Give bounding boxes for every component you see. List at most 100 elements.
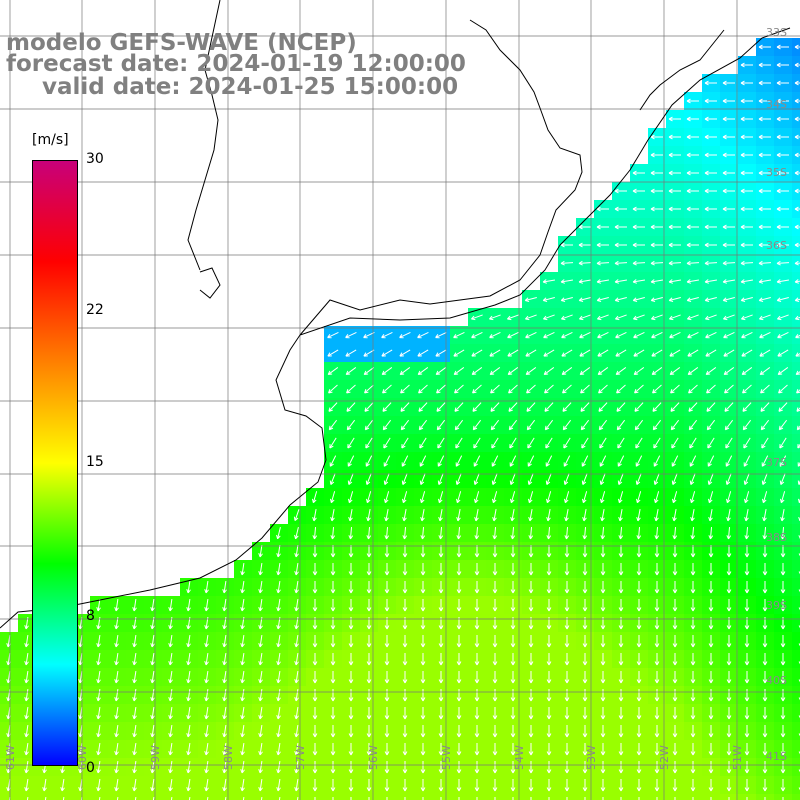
- lat-label: 39S: [766, 599, 787, 612]
- wind-arrow: [420, 761, 426, 774]
- wind-arrow: [474, 725, 480, 738]
- wind-arrow: [743, 437, 751, 449]
- wind-arrow: [384, 689, 390, 702]
- wind-arrow: [633, 331, 645, 339]
- wind-arrow: [690, 671, 696, 684]
- wind-arrow: [761, 491, 768, 504]
- title-forecast-date: forecast date: 2024-01-19 12:00:00: [6, 51, 466, 77]
- wind-arrow: [366, 526, 372, 540]
- wind-arrow: [402, 761, 408, 774]
- wind-arrow: [348, 671, 354, 684]
- wind-arrow: [420, 635, 426, 648]
- wind-arrow: [671, 437, 679, 449]
- wind-arrow: [686, 98, 699, 104]
- wind-arrow: [632, 188, 645, 194]
- wind-speed-cell: [234, 794, 253, 800]
- wind-arrow: [544, 402, 554, 412]
- wind-arrow: [596, 296, 609, 302]
- wind-arrow: [24, 688, 29, 702]
- wind-arrow: [524, 296, 537, 302]
- wind-speed-cell: [792, 452, 800, 471]
- wind-arrow: [330, 671, 336, 684]
- wind-speed-cell: [792, 758, 800, 777]
- wind-arrow: [798, 643, 800, 647]
- wind-arrow: [706, 419, 716, 431]
- wind-arrow: [690, 779, 696, 792]
- wind-arrow: [456, 563, 462, 576]
- wind-arrow: [653, 491, 660, 504]
- wind-arrow: [690, 635, 696, 648]
- wind-arrow: [330, 545, 336, 558]
- wind-arrow: [454, 402, 464, 412]
- wind-arrow: [420, 707, 426, 720]
- wind-arrow: [794, 279, 800, 284]
- wind-arrow: [668, 260, 682, 266]
- wind-arrow: [402, 689, 408, 702]
- colorbar-tick-8: 8: [86, 608, 95, 624]
- wind-arrow: [510, 725, 516, 738]
- wind-speed-cell: [792, 596, 800, 615]
- wind-arrow: [598, 419, 608, 431]
- wind-arrow: [472, 402, 482, 412]
- wind-arrow: [420, 743, 426, 756]
- wind-arrow: [510, 545, 516, 558]
- wind-arrow: [24, 652, 29, 666]
- wind-speed-cell: [792, 650, 800, 669]
- wind-arrow: [780, 725, 786, 738]
- wind-arrow: [492, 599, 498, 612]
- wind-arrow: [635, 491, 642, 504]
- wind-arrow: [328, 419, 338, 431]
- wind-arrow: [759, 331, 771, 339]
- wind-arrow: [24, 706, 29, 720]
- wind-arrow: [776, 279, 790, 284]
- wind-arrow: [345, 331, 357, 339]
- wind-arrow: [758, 260, 772, 266]
- wind-arrow: [724, 384, 734, 394]
- wind-arrow: [132, 598, 137, 612]
- wind-arrow: [795, 352, 800, 357]
- wind-arrow: [258, 706, 263, 720]
- wind-arrow: [686, 279, 700, 284]
- wind-arrow: [618, 671, 624, 684]
- wind-arrow: [436, 384, 446, 394]
- wind-arrow: [564, 743, 570, 756]
- wind-arrow: [741, 349, 753, 357]
- wind-arrow: [114, 634, 119, 648]
- wind-arrow: [294, 778, 299, 792]
- wind-arrow: [382, 384, 392, 394]
- wind-arrow: [578, 314, 591, 321]
- wind-arrow: [456, 779, 462, 792]
- wind-arrow: [722, 116, 735, 122]
- wind-arrow: [168, 760, 173, 774]
- wind-arrow: [132, 778, 137, 792]
- wind-arrow: [152, 796, 155, 800]
- wind-arrow: [563, 455, 571, 467]
- wind-arrow: [438, 725, 444, 738]
- wind-arrow: [472, 384, 482, 394]
- wind-arrow: [528, 581, 534, 594]
- wind-arrow: [668, 170, 681, 176]
- wind-arrow: [240, 580, 245, 594]
- wind-arrow: [760, 419, 770, 431]
- wind-speed-cell: [198, 794, 217, 800]
- wind-arrow: [437, 437, 445, 449]
- wind-arrow: [762, 743, 768, 756]
- wind-arrow: [402, 671, 408, 684]
- wind-arrow: [222, 778, 227, 792]
- wind-arrow: [383, 455, 391, 467]
- wind-arrow: [438, 671, 444, 684]
- lon-label: 52W: [658, 745, 671, 770]
- wind-arrow: [722, 98, 735, 104]
- wind-arrow: [704, 260, 718, 266]
- wind-arrow: [382, 419, 392, 431]
- wind-arrow: [564, 635, 570, 648]
- wind-arrow: [314, 797, 316, 800]
- wind-arrow: [206, 796, 209, 800]
- wind-arrow: [564, 779, 570, 792]
- wind-arrow: [330, 743, 336, 756]
- wind-arrow: [596, 206, 609, 212]
- wind-arrow: [561, 331, 573, 339]
- wind-arrow: [471, 331, 483, 339]
- wind-arrow: [384, 671, 390, 684]
- wind-arrow: [726, 671, 732, 684]
